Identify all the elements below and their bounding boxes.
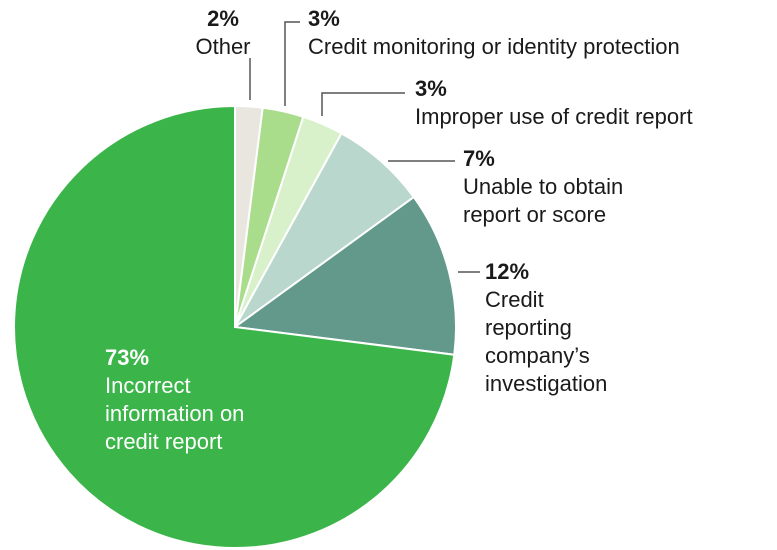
leader-line xyxy=(321,92,405,116)
slice xyxy=(232,195,457,356)
leader-line xyxy=(284,21,300,106)
slice-label: 73% Incorrect information on credit repor… xyxy=(105,344,283,456)
category-label: Other xyxy=(195,34,251,59)
slice-label: 7% Unable to obtain report or score xyxy=(463,145,658,229)
slice-label: 2% Other xyxy=(183,5,263,61)
slice-label: 3% Improper use of credit report xyxy=(415,75,775,131)
slice-label: 3% Credit monitoring or identity protecti… xyxy=(308,5,768,61)
category-label: Credit monitoring or identity protection xyxy=(308,34,680,59)
slices xyxy=(13,104,457,549)
category-label: Unable to obtain report or score xyxy=(463,174,624,227)
value-label: 12% xyxy=(485,259,530,284)
value-label: 73% xyxy=(105,345,150,370)
category-label: Incorrect information on credit report xyxy=(105,373,245,454)
category-label: Improper use of credit report xyxy=(415,104,693,129)
value-label: 3% xyxy=(415,76,447,101)
slice-label: 12% Credit reporting company’s investigat… xyxy=(485,258,625,398)
slice xyxy=(13,104,456,549)
category-label: Credit reporting company’s investigation xyxy=(485,287,608,396)
value-label: 3% xyxy=(308,6,340,31)
value-label: 7% xyxy=(463,146,495,171)
value-label: 2% xyxy=(207,6,239,31)
